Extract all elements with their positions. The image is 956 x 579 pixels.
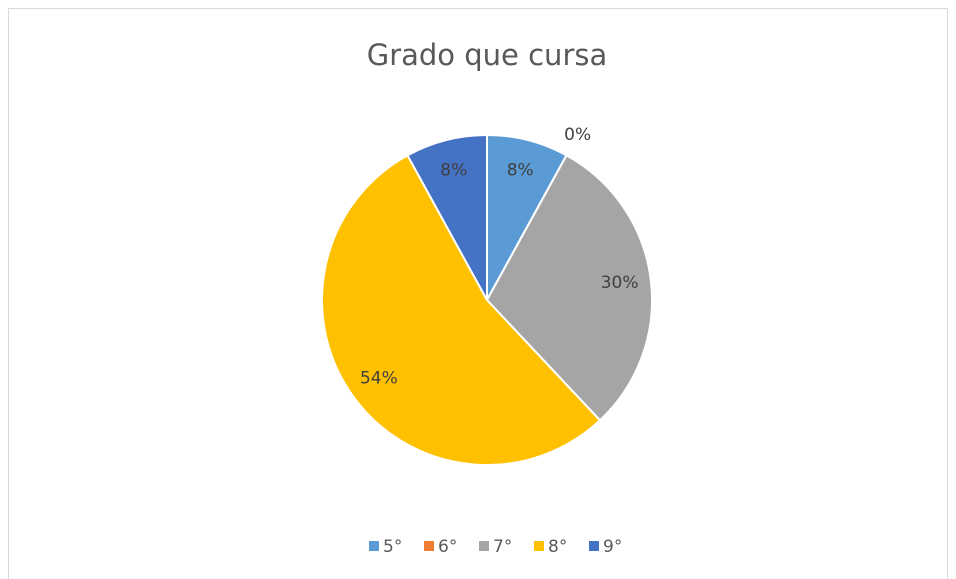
legend-swatch (534, 541, 544, 551)
pie-slice (485, 154, 653, 422)
data-label: 30% (601, 273, 639, 293)
legend-label: 8° (548, 537, 567, 557)
data-label: 8% (440, 161, 467, 181)
legend-swatch (369, 541, 379, 551)
data-label: 0% (564, 125, 591, 145)
legend-label: 7° (493, 537, 512, 557)
legend-swatch (589, 541, 599, 551)
legend-swatch (479, 541, 489, 551)
legend-label: 9° (603, 537, 622, 557)
legend-label: 5° (383, 537, 402, 557)
pie-slice (321, 154, 602, 466)
legend-swatch (424, 541, 434, 551)
chart-title: Grado que cursa (367, 38, 608, 72)
data-label: 54% (360, 369, 398, 389)
data-label: 8% (507, 161, 534, 181)
legend-label: 6° (438, 537, 457, 557)
pie-slice (406, 133, 488, 301)
